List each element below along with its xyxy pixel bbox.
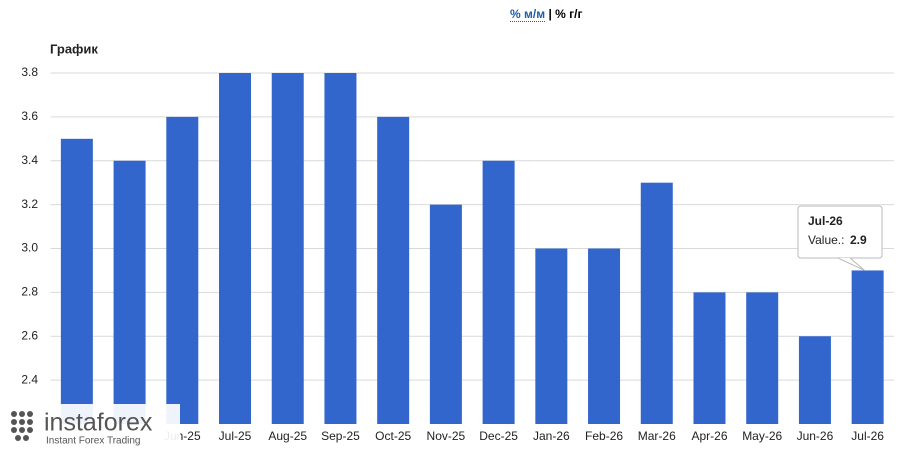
tooltip-value: 2.9 — [850, 233, 867, 247]
y-tick-label: 3.8 — [21, 65, 38, 79]
x-tick-label: Jan-26 — [533, 429, 570, 443]
bar — [113, 160, 146, 424]
logo-dot — [19, 419, 25, 425]
bar — [535, 248, 568, 424]
bar — [640, 182, 673, 424]
logo-name: instaforex — [44, 409, 153, 437]
bar — [60, 138, 93, 424]
x-tick-label: Mar-26 — [638, 429, 676, 443]
x-tick-label: Apr-26 — [691, 429, 727, 443]
y-tick-label: 3.0 — [21, 241, 38, 255]
tooltip-title: Jul-26 — [808, 214, 843, 228]
y-tick-label: 3.2 — [21, 197, 38, 211]
bar — [219, 73, 252, 424]
x-tick-label: Jul-25 — [219, 429, 252, 443]
bar — [482, 160, 515, 424]
chart-title: График — [50, 41, 98, 56]
bar — [798, 336, 831, 424]
x-tick-label: Feb-26 — [585, 429, 623, 443]
logo-dot — [11, 427, 17, 433]
bar — [324, 73, 357, 424]
logo-dot — [19, 411, 25, 417]
tooltip-pointer — [837, 257, 865, 271]
tooltip-label: Value.: — [808, 233, 844, 247]
x-tick-label: Jun-26 — [797, 429, 834, 443]
logo-dot — [11, 419, 17, 425]
y-tick-label: 3.6 — [21, 109, 38, 123]
toggle-mom[interactable]: % м/м — [510, 7, 546, 22]
x-tick-label: Oct-25 — [375, 429, 411, 443]
toggle-sep: | — [548, 7, 552, 21]
x-tick-label: Sep-25 — [321, 429, 360, 443]
logo-dot — [27, 411, 33, 417]
y-tick-label: 3.4 — [21, 153, 38, 167]
logo-dot — [23, 435, 29, 441]
logo-dot — [27, 427, 33, 433]
toggle-yoy[interactable]: % г/г — [555, 7, 583, 21]
x-tick-label: May-26 — [742, 429, 782, 443]
bar — [429, 204, 462, 424]
logo-dot — [11, 411, 17, 417]
toggle: % м/м | % г/г — [510, 7, 583, 22]
bar — [693, 292, 726, 424]
bar — [746, 292, 779, 424]
logo-tagline: Instant Forex Trading — [46, 436, 141, 447]
y-tick-label: 2.6 — [21, 328, 38, 342]
logo-dot — [15, 435, 21, 441]
x-tick-label: Nov-25 — [427, 429, 466, 443]
bar — [377, 116, 410, 424]
bar — [166, 116, 199, 424]
y-tick-label: 2.4 — [21, 372, 38, 386]
bar — [851, 270, 884, 424]
bar — [271, 73, 304, 424]
x-tick-label: Jul-26 — [851, 429, 884, 443]
x-tick-label: Aug-25 — [268, 429, 307, 443]
y-tick-label: 2.8 — [21, 285, 38, 299]
x-tick-label: Dec-25 — [479, 429, 518, 443]
bar — [588, 248, 621, 424]
logo-dot — [27, 419, 33, 425]
logo-dot — [19, 427, 25, 433]
